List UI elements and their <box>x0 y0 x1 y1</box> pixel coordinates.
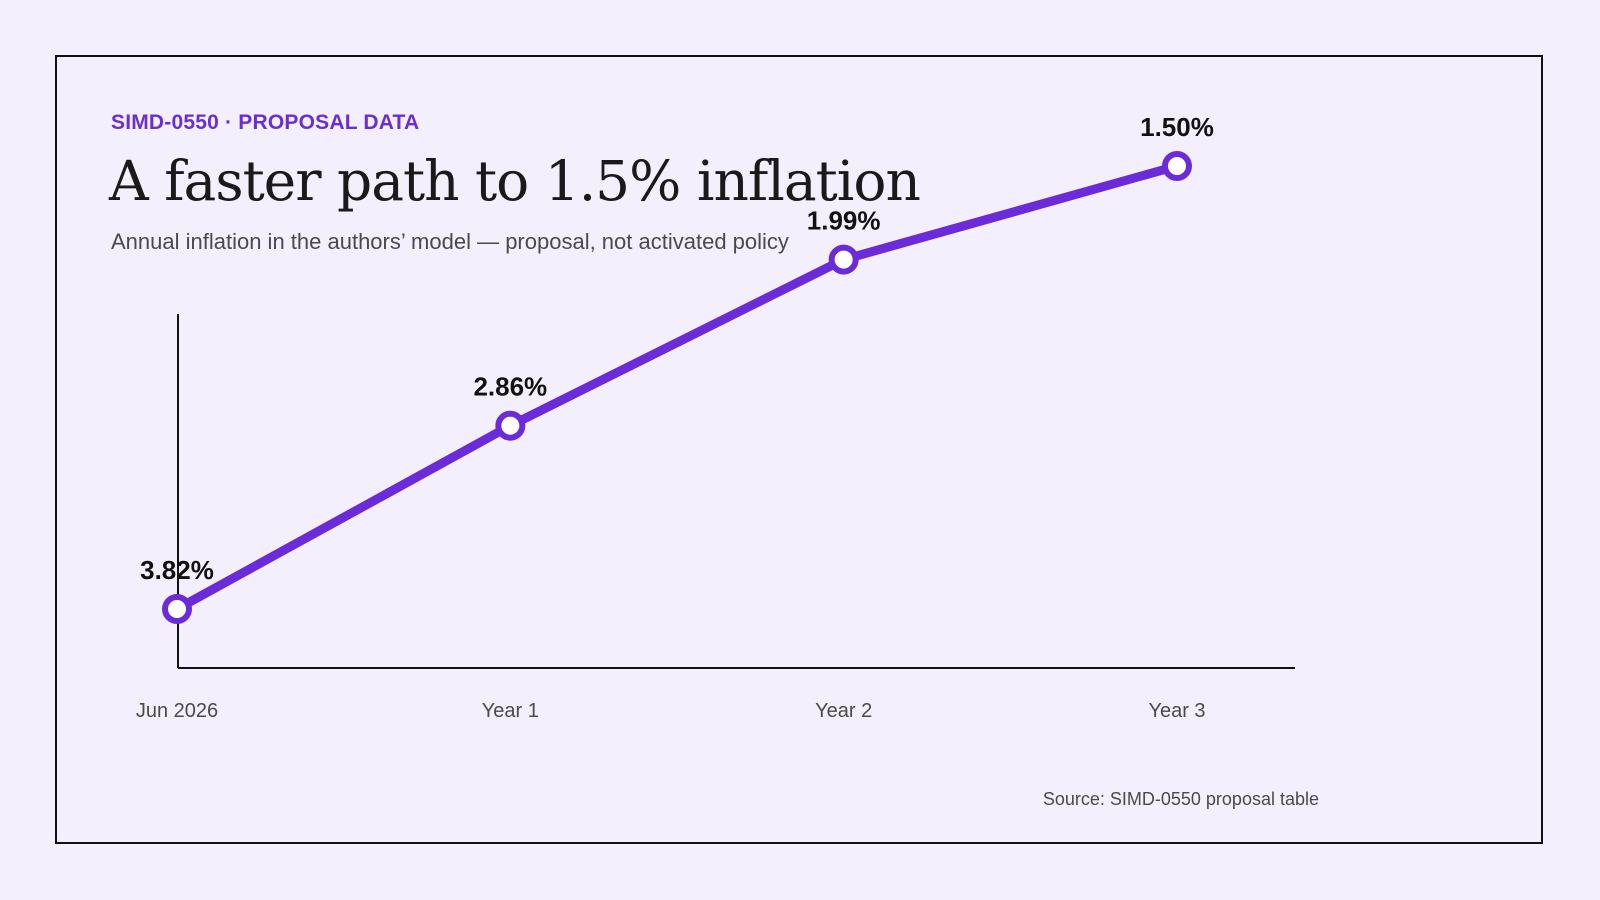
data-points <box>162 151 1192 624</box>
chart-subtitle: Annual inflation in the authors’ model —… <box>111 229 789 254</box>
x-tick-labels: Jun 2026 Year 1 Year 2 Year 3 <box>136 700 1206 722</box>
x-tick-label: Year 1 <box>482 700 539 722</box>
chart-card: SIMD-0550 · PROPOSAL DATA A faster path … <box>55 55 1543 844</box>
eyebrow-label: SIMD-0550 · PROPOSAL DATA <box>111 111 420 134</box>
data-point <box>495 410 526 441</box>
data-label: 2.86% <box>473 372 547 402</box>
chart-title: A faster path to 1.5% inflation <box>109 149 921 213</box>
data-label: 1.99% <box>807 206 881 236</box>
data-point <box>162 594 192 624</box>
data-label: 1.50% <box>1140 112 1214 142</box>
data-labels: 3.82% 2.86% 1.99% 1.50% <box>140 112 1214 585</box>
x-tick-label: Jun 2026 <box>136 700 218 722</box>
data-point <box>1161 151 1192 181</box>
x-tick-label: Year 3 <box>1148 700 1205 722</box>
line-chart: Jun 2026 Year 1 Year 2 Year 3 3.82% 2.86% 1.9… <box>136 112 1295 722</box>
data-label: 3.82% <box>140 555 214 585</box>
data-point <box>828 244 859 275</box>
x-tick-label: Year 2 <box>815 700 872 722</box>
series-line <box>172 161 1182 614</box>
source-note: Source: SIMD-0550 proposal table <box>1042 789 1319 809</box>
